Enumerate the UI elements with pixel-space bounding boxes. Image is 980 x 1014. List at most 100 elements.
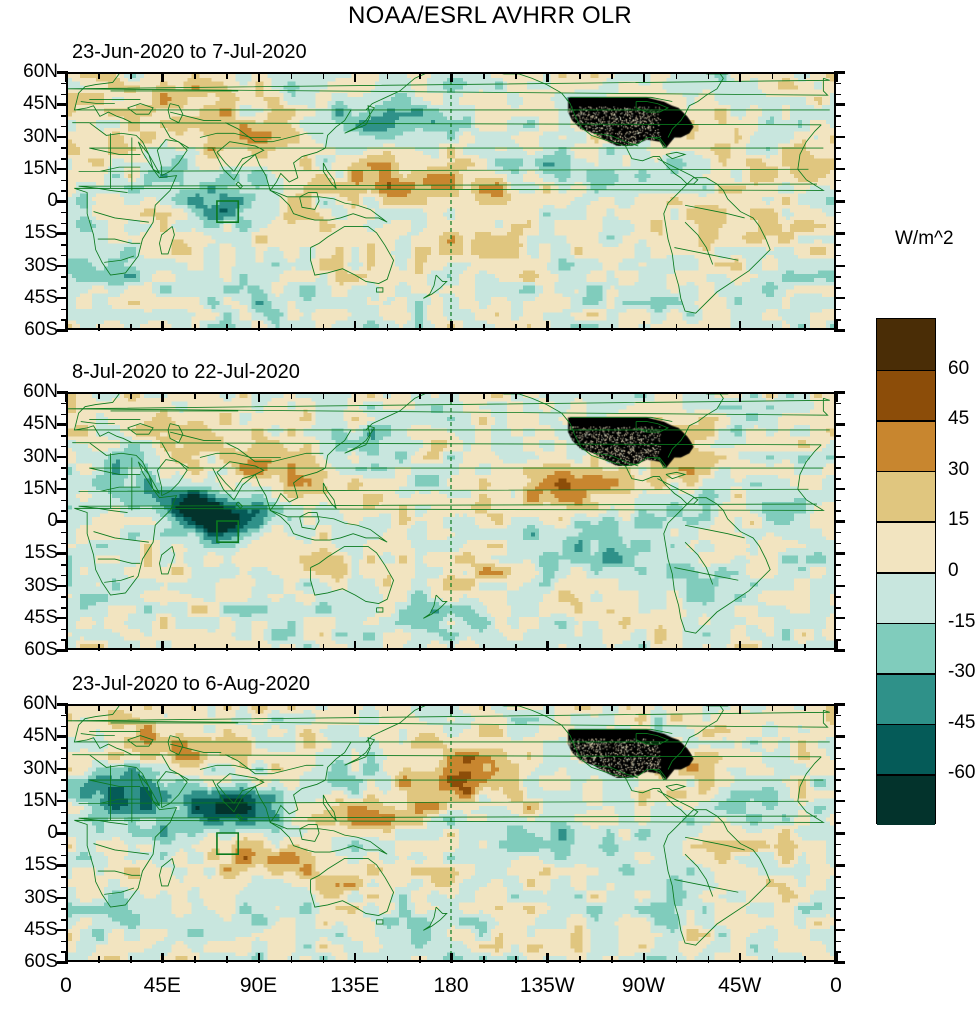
x-tick <box>161 321 164 331</box>
x-minor-tick <box>579 644 581 651</box>
x-tick <box>65 953 68 963</box>
y-tick <box>834 423 845 426</box>
panel-3-ylabel: 45N <box>23 725 58 747</box>
x-minor-tick <box>194 392 196 399</box>
y-minor-tick <box>61 445 68 448</box>
y-minor-tick <box>61 779 68 781</box>
colorbar[interactable] <box>876 318 936 825</box>
x-minor-tick <box>130 392 132 399</box>
x-minor-tick <box>579 704 581 711</box>
x-minor-tick <box>322 956 325 963</box>
x-minor-tick <box>290 956 293 963</box>
x-tick <box>642 72 645 82</box>
y-minor-tick <box>61 757 68 760</box>
y-minor-tick <box>61 158 68 160</box>
x-minor-tick <box>707 392 710 399</box>
y-minor-tick <box>61 413 68 416</box>
y-minor-tick <box>61 510 68 512</box>
y-tick <box>834 329 845 332</box>
colorbar-tick-label: -30 <box>948 661 976 683</box>
x-minor-tick <box>803 956 806 963</box>
x-tick <box>161 72 164 82</box>
xlabel: 135W <box>519 974 575 997</box>
x-tick <box>450 72 453 82</box>
y-minor-tick <box>834 951 841 953</box>
colorbar-separator <box>877 673 935 675</box>
y-minor-tick <box>61 908 68 910</box>
y-tick <box>57 232 68 235</box>
x-minor-tick <box>675 392 678 399</box>
y-tick <box>834 552 845 555</box>
x-minor-tick <box>771 704 774 711</box>
xlabel: 0 <box>830 974 842 997</box>
xlabel: 90W <box>621 974 666 997</box>
colorbar-separator <box>877 774 935 776</box>
y-tick <box>57 799 68 803</box>
x-minor-tick <box>418 704 421 711</box>
x-tick <box>642 392 645 402</box>
y-tick <box>834 961 845 964</box>
colorbar-band <box>877 521 935 572</box>
panel-2-ylabel: 30N <box>23 445 58 467</box>
figure-title: NOAA/ESRL AVHRR OLR <box>348 2 632 29</box>
y-minor-tick <box>61 596 68 598</box>
y-minor-tick <box>834 147 841 149</box>
y-tick <box>834 832 845 835</box>
colorbar-band <box>877 470 935 522</box>
y-minor-tick <box>834 822 841 824</box>
x-tick <box>835 321 838 331</box>
y-minor-tick <box>61 308 68 311</box>
xlabel: 90E <box>239 974 278 997</box>
x-tick <box>161 641 164 651</box>
colorbar-tick-label: -45 <box>948 711 976 733</box>
x-minor-tick <box>194 324 196 331</box>
x-tick <box>546 72 549 82</box>
y-minor-tick <box>61 478 68 480</box>
y-tick <box>834 232 845 235</box>
y-minor-tick <box>834 919 841 921</box>
y-minor-tick <box>834 639 841 641</box>
x-tick <box>546 321 549 331</box>
colorbar-tick-label: -60 <box>948 762 976 784</box>
x-minor-tick <box>194 72 196 79</box>
x-minor-tick <box>579 72 581 79</box>
x-minor-tick <box>322 644 325 651</box>
y-minor-tick <box>61 254 68 257</box>
x-minor-tick <box>98 644 100 651</box>
x-minor-tick <box>130 324 132 331</box>
y-minor-tick <box>834 413 841 416</box>
region-box <box>217 201 238 222</box>
panel-2-ylabel: 45S <box>24 606 58 628</box>
x-tick <box>450 641 453 651</box>
panel-3-map[interactable] <box>66 704 836 962</box>
coastlines <box>68 74 834 328</box>
panel-1-map[interactable] <box>66 72 836 330</box>
y-minor-tick <box>834 564 841 566</box>
y-tick <box>57 200 68 203</box>
panel-1-ylabel: 60S <box>24 319 58 340</box>
y-minor-tick <box>834 596 841 598</box>
x-minor-tick <box>290 704 293 711</box>
x-tick <box>257 72 260 82</box>
x-minor-tick <box>611 956 613 963</box>
colorbar-band <box>877 723 935 775</box>
x-tick <box>738 641 742 651</box>
y-minor-tick <box>61 467 68 469</box>
x-minor-tick <box>611 72 613 79</box>
x-minor-tick <box>483 72 485 79</box>
y-tick <box>57 296 68 300</box>
panel-2-map[interactable] <box>66 392 836 650</box>
x-tick <box>642 321 645 331</box>
y-tick <box>834 200 845 203</box>
y-minor-tick <box>61 276 68 278</box>
y-minor-tick <box>834 287 841 289</box>
x-minor-tick <box>771 72 774 79</box>
x-tick <box>161 392 164 402</box>
y-minor-tick <box>834 714 841 717</box>
y-minor-tick <box>834 510 841 512</box>
y-minor-tick <box>834 402 841 405</box>
y-minor-tick <box>61 244 68 246</box>
x-minor-tick <box>675 956 678 963</box>
x-tick <box>738 321 742 331</box>
